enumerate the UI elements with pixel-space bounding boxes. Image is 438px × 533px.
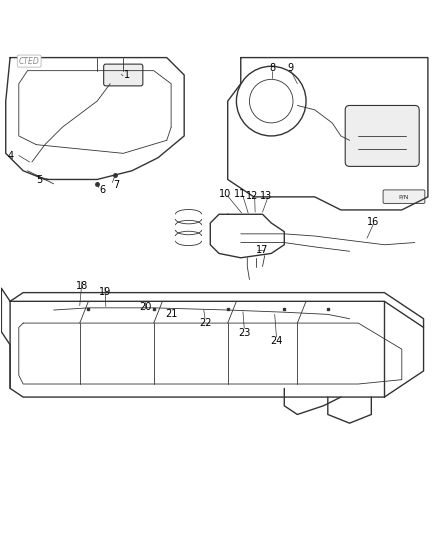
Text: 4: 4 bbox=[8, 150, 14, 160]
Text: 9: 9 bbox=[288, 63, 294, 74]
Text: 16: 16 bbox=[367, 217, 380, 227]
Text: 1: 1 bbox=[124, 70, 130, 80]
Text: 10: 10 bbox=[219, 189, 232, 199]
FancyBboxPatch shape bbox=[383, 190, 425, 204]
Text: 8: 8 bbox=[269, 63, 275, 74]
Text: 22: 22 bbox=[199, 318, 211, 328]
Text: 20: 20 bbox=[139, 302, 151, 312]
Text: P/N: P/N bbox=[399, 195, 409, 199]
Text: 12: 12 bbox=[246, 191, 259, 201]
FancyBboxPatch shape bbox=[345, 106, 419, 166]
Text: 13: 13 bbox=[260, 191, 272, 201]
Text: 11: 11 bbox=[234, 189, 246, 199]
Text: 17: 17 bbox=[255, 245, 268, 255]
Text: 19: 19 bbox=[99, 287, 111, 297]
Text: 7: 7 bbox=[114, 180, 120, 190]
Text: CTED: CTED bbox=[19, 56, 39, 66]
Text: 23: 23 bbox=[238, 328, 251, 337]
Text: 18: 18 bbox=[76, 281, 88, 291]
Text: 6: 6 bbox=[99, 185, 106, 195]
Text: 24: 24 bbox=[270, 336, 283, 346]
Text: 21: 21 bbox=[165, 309, 177, 319]
FancyBboxPatch shape bbox=[104, 64, 143, 86]
Text: 5: 5 bbox=[36, 175, 42, 185]
